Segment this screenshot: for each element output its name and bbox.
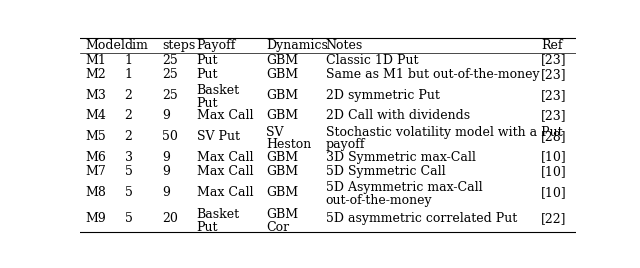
Text: [23]: [23] [541, 54, 567, 66]
Text: payoff: payoff [326, 138, 365, 151]
Text: 9: 9 [162, 186, 170, 199]
Text: [28]: [28] [541, 130, 567, 143]
Text: M8: M8 [85, 186, 106, 199]
Text: Put: Put [196, 97, 218, 110]
Text: 50: 50 [162, 130, 178, 143]
Text: 25: 25 [162, 68, 177, 81]
Text: GBM: GBM [266, 68, 298, 81]
Text: [10]: [10] [541, 165, 567, 178]
Text: 5: 5 [125, 213, 132, 225]
Text: Max Call: Max Call [196, 151, 253, 163]
Text: Payoff: Payoff [196, 39, 236, 52]
Text: M9: M9 [85, 213, 106, 225]
Text: Classic 1D Put: Classic 1D Put [326, 54, 418, 66]
Text: [10]: [10] [541, 186, 567, 199]
Text: M6: M6 [85, 151, 106, 163]
Text: GBM: GBM [266, 208, 298, 221]
Text: [23]: [23] [541, 68, 567, 81]
Text: GBM: GBM [266, 165, 298, 178]
Text: GBM: GBM [266, 54, 298, 66]
Text: GBM: GBM [266, 186, 298, 199]
Text: Cor: Cor [266, 221, 289, 234]
Text: out-of-the-money: out-of-the-money [326, 194, 432, 207]
Text: Max Call: Max Call [196, 109, 253, 122]
Text: 5: 5 [125, 165, 132, 178]
Text: Notes: Notes [326, 39, 363, 52]
Text: SV: SV [266, 126, 284, 139]
Text: 2: 2 [125, 89, 132, 102]
Text: Max Call: Max Call [196, 186, 253, 199]
Text: Model: Model [85, 39, 125, 52]
Text: M2: M2 [85, 68, 106, 81]
Text: GBM: GBM [266, 109, 298, 122]
Text: 2D symmetric Put: 2D symmetric Put [326, 89, 440, 102]
Text: 2: 2 [125, 109, 132, 122]
Text: Max Call: Max Call [196, 165, 253, 178]
Text: 2: 2 [125, 130, 132, 143]
Text: Stochastic volatility model with a Put: Stochastic volatility model with a Put [326, 126, 562, 139]
Text: M1: M1 [85, 54, 106, 66]
Text: Ref: Ref [541, 39, 563, 52]
Text: 20: 20 [162, 213, 178, 225]
Text: Put: Put [196, 221, 218, 234]
Text: 9: 9 [162, 109, 170, 122]
Text: Put: Put [196, 68, 218, 81]
Text: Basket: Basket [196, 208, 240, 221]
Text: 3D Symmetric max-Call: 3D Symmetric max-Call [326, 151, 476, 163]
Text: M7: M7 [85, 165, 106, 178]
Text: [22]: [22] [541, 213, 567, 225]
Text: M3: M3 [85, 89, 106, 102]
Text: Dynamics: Dynamics [266, 39, 328, 52]
Text: GBM: GBM [266, 151, 298, 163]
Text: 3: 3 [125, 151, 132, 163]
Text: [23]: [23] [541, 109, 567, 122]
Text: [23]: [23] [541, 89, 567, 102]
Text: Basket: Basket [196, 84, 240, 97]
Text: GBM: GBM [266, 89, 298, 102]
Text: 25: 25 [162, 89, 177, 102]
Text: Same as M1 but out-of-the-money: Same as M1 but out-of-the-money [326, 68, 539, 81]
Text: 9: 9 [162, 165, 170, 178]
Text: SV Put: SV Put [196, 130, 239, 143]
Text: steps: steps [162, 39, 195, 52]
Text: dim: dim [125, 39, 148, 52]
Text: 5: 5 [125, 186, 132, 199]
Text: 5D asymmetric correlated Put: 5D asymmetric correlated Put [326, 213, 516, 225]
Text: 1: 1 [125, 54, 132, 66]
Text: Heston: Heston [266, 138, 311, 151]
Text: 1: 1 [125, 68, 132, 81]
Text: 25: 25 [162, 54, 177, 66]
Text: Put: Put [196, 54, 218, 66]
Text: [10]: [10] [541, 151, 567, 163]
Text: 9: 9 [162, 151, 170, 163]
Text: M4: M4 [85, 109, 106, 122]
Text: 5D Symmetric Call: 5D Symmetric Call [326, 165, 445, 178]
Text: 2D Call with dividends: 2D Call with dividends [326, 109, 470, 122]
Text: M5: M5 [85, 130, 106, 143]
Text: 5D Asymmetric max-Call: 5D Asymmetric max-Call [326, 181, 482, 194]
